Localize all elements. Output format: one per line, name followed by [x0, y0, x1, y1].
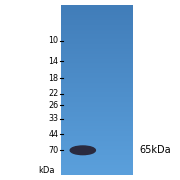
- Text: 10: 10: [48, 36, 58, 45]
- Text: 70: 70: [48, 146, 58, 155]
- Text: 14: 14: [48, 57, 58, 66]
- Ellipse shape: [70, 146, 95, 155]
- Text: 18: 18: [48, 74, 58, 83]
- Text: 65kDa: 65kDa: [140, 145, 171, 155]
- Text: 26: 26: [48, 101, 58, 110]
- Text: 22: 22: [48, 89, 58, 98]
- Text: 44: 44: [48, 130, 58, 139]
- Text: kDa: kDa: [38, 166, 55, 175]
- Text: 33: 33: [48, 114, 58, 123]
